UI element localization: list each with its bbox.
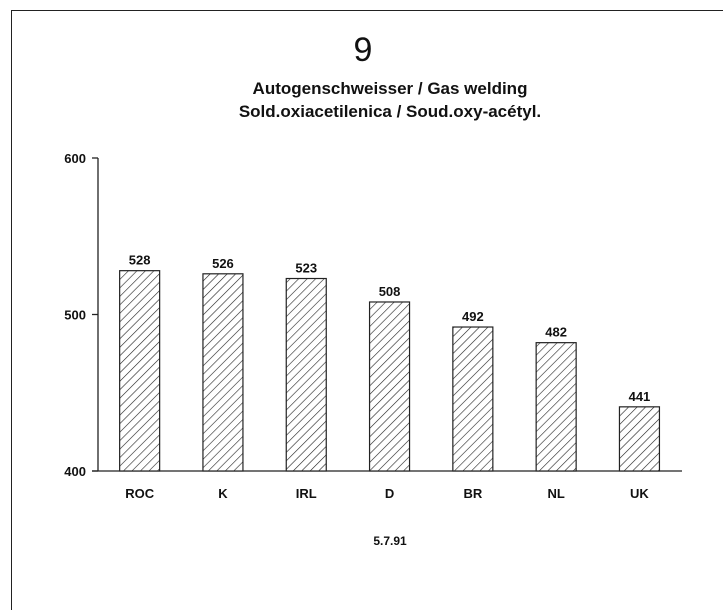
date-footnote: 5.7.91 bbox=[373, 534, 407, 548]
y-tick-label: 400 bbox=[64, 464, 86, 479]
value-label-roc: 528 bbox=[129, 253, 151, 268]
chart-number: 9 bbox=[353, 31, 373, 69]
x-tick-label-irl: IRL bbox=[296, 486, 317, 501]
value-label-k: 526 bbox=[212, 256, 234, 271]
x-tick-label-roc: ROC bbox=[125, 486, 155, 501]
value-label-br: 492 bbox=[462, 309, 484, 324]
bar-roc bbox=[119, 270, 161, 472]
bar-nl bbox=[535, 342, 577, 472]
y-tick-label: 500 bbox=[64, 308, 86, 323]
x-tick-label-uk: UK bbox=[630, 486, 649, 501]
bar-chart: 400 500 600 528 526 523 508 492 482 441 ROC K IRL D… bbox=[64, 151, 682, 501]
bar-br bbox=[452, 326, 494, 472]
value-label-uk: 441 bbox=[629, 389, 651, 404]
page-frame bbox=[11, 10, 723, 610]
bar-irl bbox=[285, 277, 327, 472]
bar-d bbox=[368, 301, 411, 472]
x-tick-label-nl: NL bbox=[547, 486, 564, 501]
y-tick-label: 600 bbox=[64, 151, 86, 166]
bar-uk bbox=[618, 406, 661, 472]
value-label-irl: 523 bbox=[295, 261, 317, 276]
x-tick-label-br: BR bbox=[463, 486, 482, 501]
value-label-nl: 482 bbox=[545, 325, 567, 340]
bar-k bbox=[202, 273, 244, 472]
x-tick-label-d: D bbox=[385, 486, 394, 501]
x-tick-label-k: K bbox=[218, 486, 228, 501]
chart-title-line2: Sold.oxiacetilenica / Soud.oxy-acétyl. bbox=[238, 102, 542, 121]
value-label-d: 508 bbox=[379, 284, 401, 299]
chart-title-line1: Autogenschweisser / Gas welding bbox=[252, 79, 528, 98]
